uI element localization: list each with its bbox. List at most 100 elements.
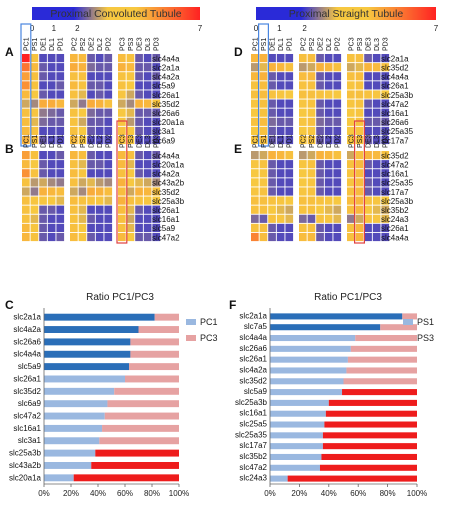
heatmap-cell	[324, 72, 333, 81]
heatmap-cell	[87, 196, 95, 205]
heatmap-cell	[47, 160, 56, 169]
heatmap-cell	[30, 232, 39, 242]
panel-label: F	[229, 298, 236, 312]
heatmap-cell	[276, 196, 285, 205]
heatmap-cell	[126, 151, 135, 160]
column-label: PC3	[348, 37, 355, 51]
heatmap-cell	[347, 99, 355, 108]
heatmap-cell	[259, 232, 268, 242]
heatmap-cell	[22, 81, 30, 90]
bar-pc3	[129, 363, 179, 371]
gene-label: slc4a2a	[152, 73, 180, 82]
heatmap-cell	[30, 187, 39, 196]
heatmap-cell	[355, 99, 364, 108]
heatmap-cell	[364, 108, 372, 117]
bar-pc1	[44, 338, 131, 346]
heatmap-cell	[56, 232, 65, 242]
gene-label: slc4a2a	[152, 170, 180, 179]
heatmap-cell	[285, 214, 294, 223]
heatmap-cell	[251, 151, 259, 160]
heatmap-cell	[333, 160, 342, 169]
bar-pc3	[91, 462, 179, 469]
heatmap-cell	[372, 54, 381, 63]
heatmap-cell	[78, 126, 87, 135]
heatmap-cell	[316, 117, 324, 126]
heatmap-cell	[56, 151, 65, 160]
legend-swatch	[403, 319, 413, 325]
heatmap-cell	[152, 178, 161, 187]
bar-ps1	[270, 367, 347, 374]
heatmap-cell	[259, 108, 268, 117]
legend-swatch	[403, 335, 413, 341]
heatmap-cell	[126, 196, 135, 205]
heatmap-cell	[70, 205, 78, 214]
x-tick-label: 60%	[117, 489, 133, 498]
heatmap-cell	[78, 117, 87, 126]
heatmap-cell	[152, 205, 161, 214]
heatmap-cell	[285, 135, 294, 145]
heatmap-cell	[347, 108, 355, 117]
heatmap-cell	[104, 63, 113, 72]
heatmap-cell	[118, 169, 126, 178]
gene-label: slc25a35	[381, 179, 414, 188]
heatmap-cell	[299, 108, 307, 117]
heatmap-cell	[118, 232, 126, 242]
heatmap-cell	[285, 72, 294, 81]
heatmap-cell	[22, 196, 30, 205]
heatmap-cell	[324, 187, 333, 196]
heatmap-cell	[251, 108, 259, 117]
heatmap-cell	[78, 187, 87, 196]
heatmap-cell	[251, 117, 259, 126]
heatmap-cell	[268, 99, 276, 108]
heatmap-cell	[39, 160, 47, 169]
heatmap-cell	[95, 135, 104, 145]
heatmap-cell	[135, 214, 143, 223]
heatmap-cell	[307, 117, 316, 126]
heatmap-cell	[47, 169, 56, 178]
category-label: slc25a3b	[235, 398, 268, 407]
column-label: PD1	[287, 134, 294, 148]
heatmap-cell	[259, 205, 268, 214]
heatmap-cell	[333, 63, 342, 72]
bar-ps3	[325, 410, 417, 417]
heatmap-cell	[316, 72, 324, 81]
heatmap-cell	[39, 81, 47, 90]
heatmap-cell	[104, 99, 113, 108]
heatmap-cell	[285, 81, 294, 90]
bar-ps1	[270, 389, 343, 396]
heatmap-cell	[143, 223, 152, 232]
heatmap-cell	[251, 232, 259, 242]
heatmap-cell	[152, 72, 161, 81]
heatmap-cell	[316, 63, 324, 72]
heatmap-cell	[56, 135, 65, 145]
heatmap-cell	[381, 108, 390, 117]
heatmap-cell	[268, 151, 276, 160]
heatmap-cell	[143, 151, 152, 160]
heatmap-cell	[95, 178, 104, 187]
heatmap-cell	[22, 99, 30, 108]
heatmap-cell	[355, 72, 364, 81]
heatmap-cell	[316, 81, 324, 90]
heatmap-cell	[95, 117, 104, 126]
heatmap-cell	[324, 160, 333, 169]
gene-label: slc43a2b	[152, 179, 185, 188]
heatmap-cell	[143, 169, 152, 178]
heatmap-cell	[251, 196, 259, 205]
heatmap-cell	[276, 223, 285, 232]
column-label: PS2	[80, 38, 87, 51]
heatmap-cell	[276, 169, 285, 178]
heatmap-cell	[104, 135, 113, 145]
heatmap-cell	[285, 160, 294, 169]
gene-label: slc4a4a	[152, 54, 180, 63]
heatmap-cell	[355, 169, 364, 178]
heatmap-cell	[372, 187, 381, 196]
heatmap-cell	[333, 232, 342, 242]
gene-label: slc3a1	[152, 127, 176, 136]
column-label: DE3	[137, 37, 144, 51]
heatmap-cell	[355, 214, 364, 223]
heatmap-cell	[22, 72, 30, 81]
heatmap-cell	[135, 90, 143, 99]
heatmap-cell	[152, 90, 161, 99]
heatmap-cell	[143, 187, 152, 196]
heatmap-cell	[70, 72, 78, 81]
